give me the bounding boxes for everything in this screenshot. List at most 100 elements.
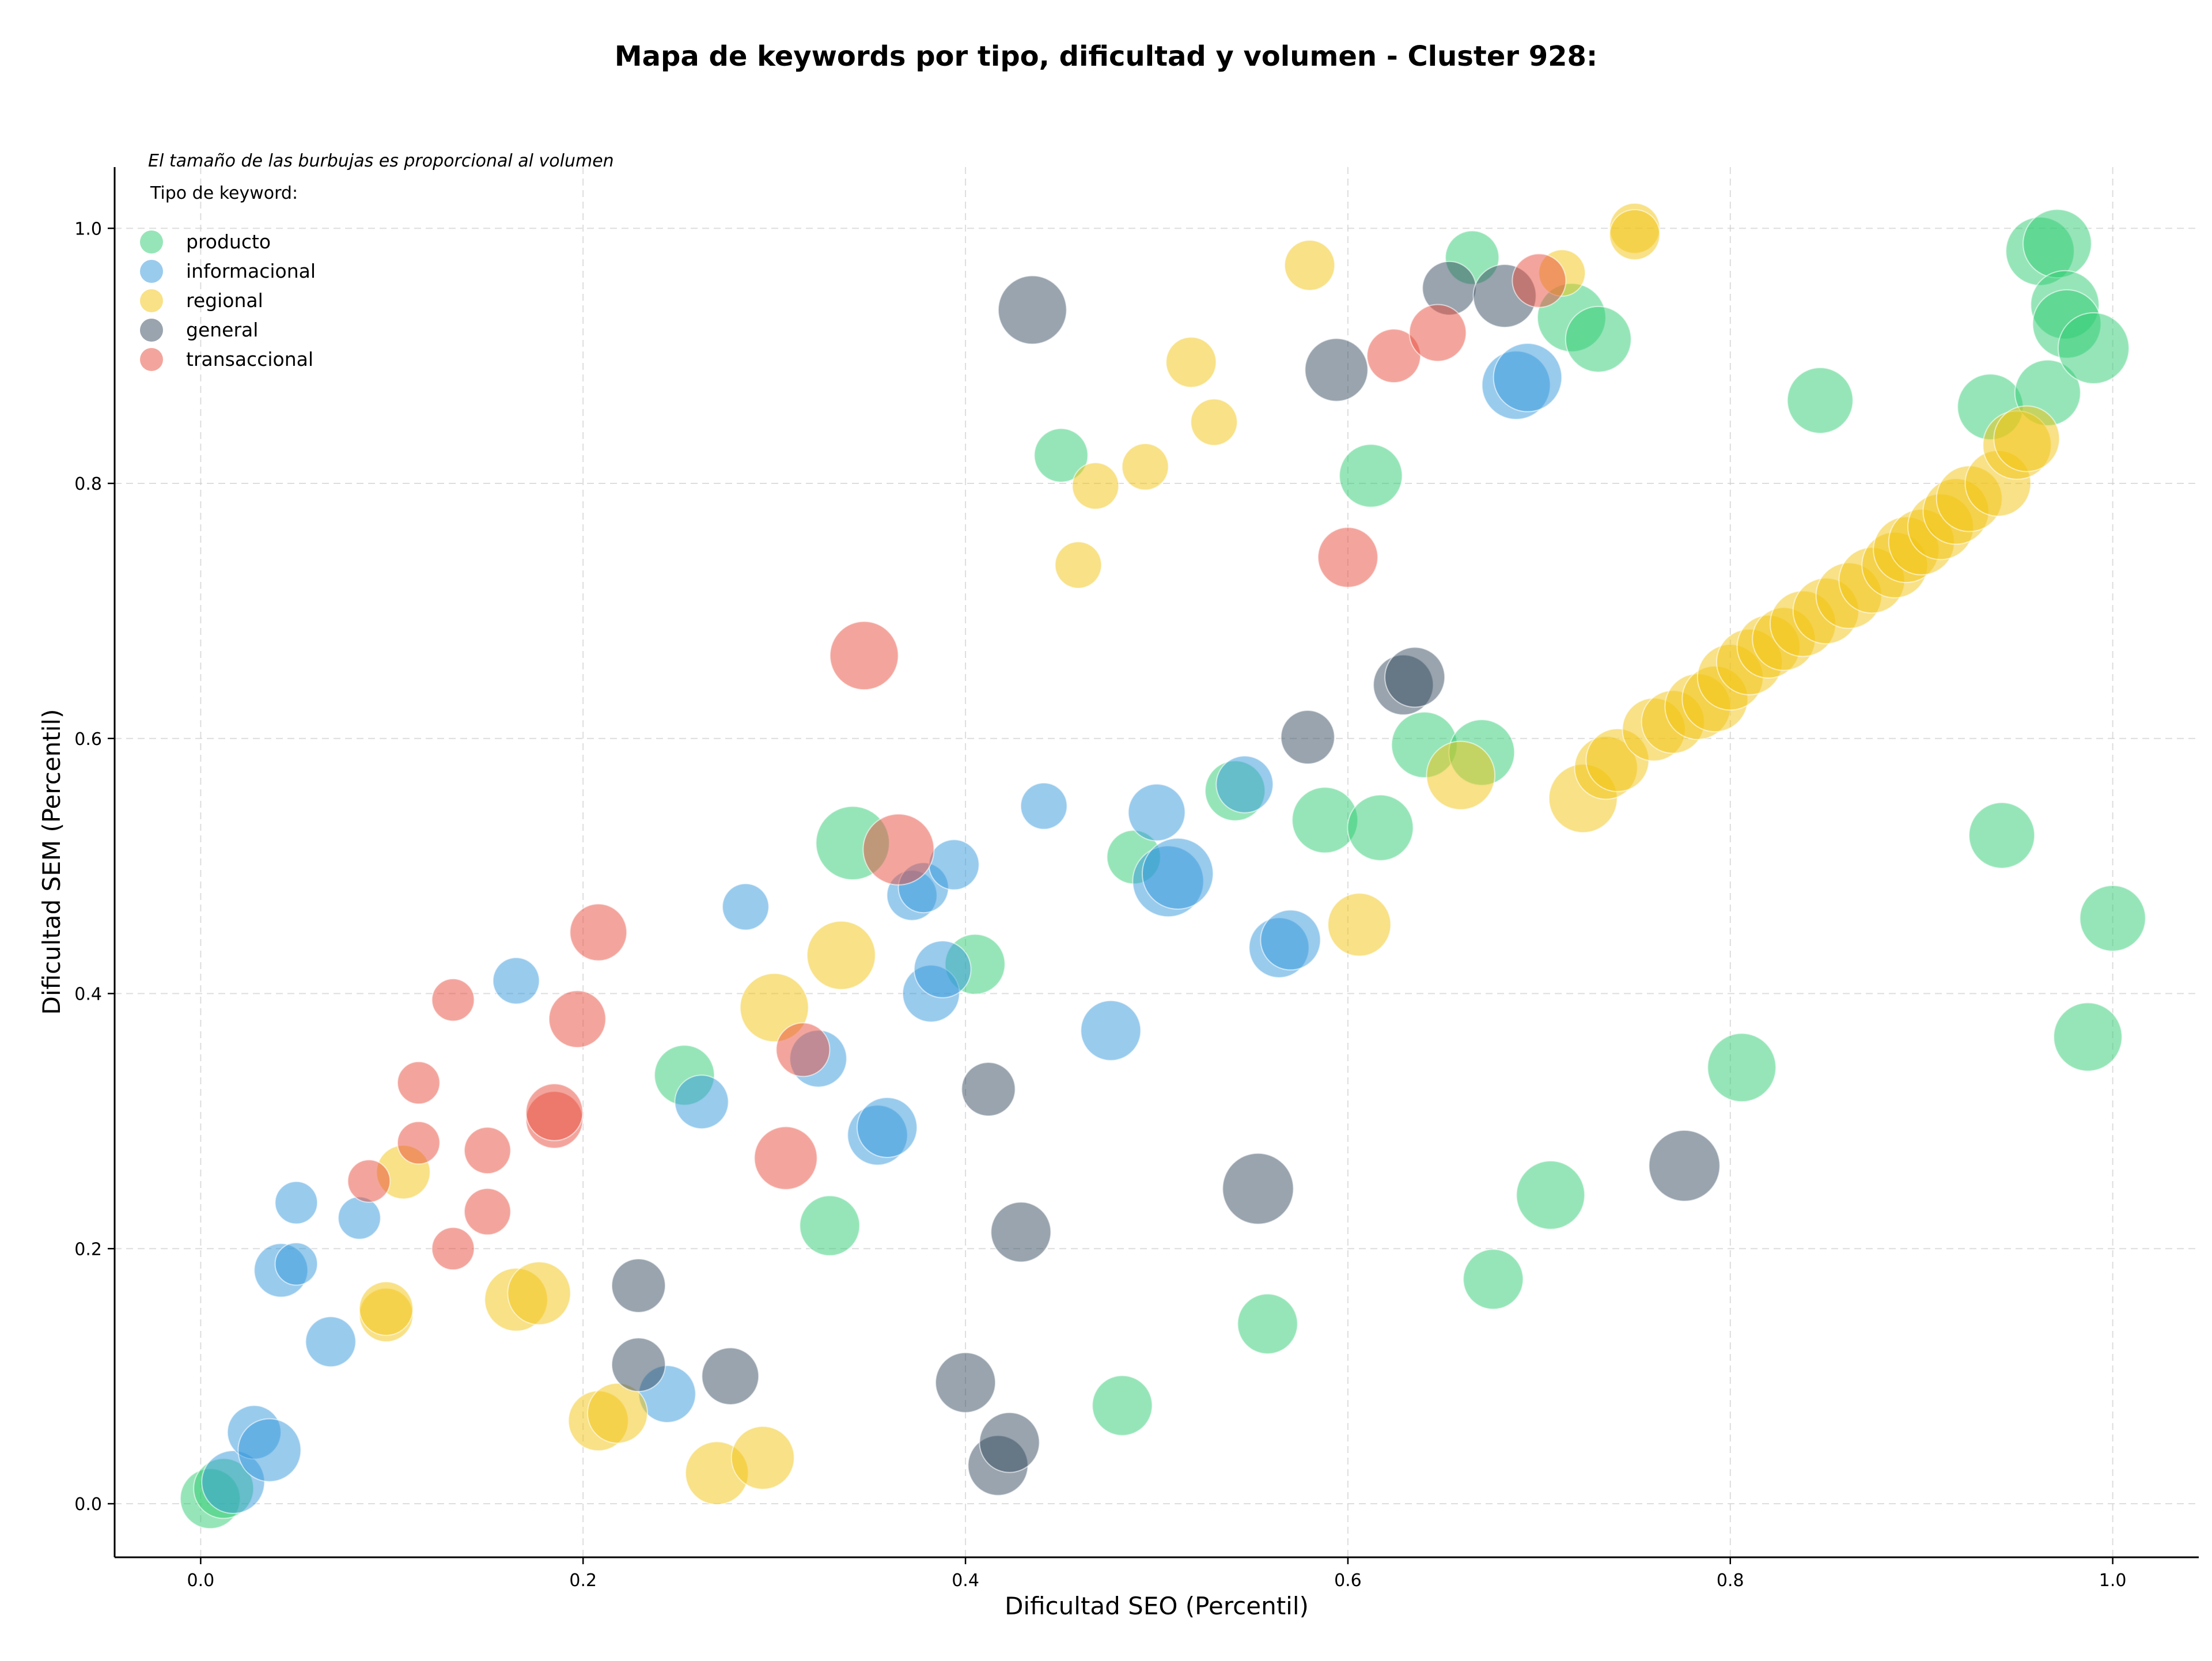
bubble-informacional xyxy=(274,1242,319,1286)
legend-marker-transaccional xyxy=(140,348,163,371)
bubble-producto xyxy=(799,1195,861,1257)
bubble-producto xyxy=(1237,1293,1298,1354)
bubble-informacional xyxy=(1141,837,1214,910)
bubble-informacional xyxy=(305,1316,357,1368)
legend: producto informacional regional general tran… xyxy=(140,230,316,371)
bubble-transaccional xyxy=(775,1022,831,1077)
x-tick-label: 0.8 xyxy=(1717,1571,1744,1591)
bubble-regional xyxy=(1190,398,1238,447)
bubble-producto xyxy=(2053,1002,2123,1072)
bubble-transaccional xyxy=(431,1227,475,1271)
bubble-informacional xyxy=(1127,783,1186,842)
bubble-informacional xyxy=(913,940,972,998)
x-tick-label: 0.6 xyxy=(1334,1571,1362,1591)
bubble-transaccional xyxy=(862,813,935,886)
legend-marker-regional xyxy=(140,289,163,312)
bubble-producto xyxy=(1707,1032,1777,1103)
bubble-informacional xyxy=(674,1074,729,1130)
bubble-general xyxy=(1280,710,1335,765)
bubble-regional xyxy=(1426,740,1496,811)
bubble-producto xyxy=(1516,1160,1586,1230)
bubble-transaccional xyxy=(1317,527,1378,588)
x-tick-label: 0.2 xyxy=(569,1571,597,1591)
bubble-informacional xyxy=(237,1418,302,1482)
bubble-regional xyxy=(806,920,876,990)
bubble-general xyxy=(1304,338,1369,402)
bubble-regional xyxy=(1993,405,2061,472)
y-axis-label: Dificultad SEM (Percentil) xyxy=(37,709,66,1015)
legend-marker-producto xyxy=(140,230,163,253)
bubble-regional xyxy=(507,1261,571,1326)
legend-label-producto: producto xyxy=(186,230,271,253)
bubble-transaccional xyxy=(569,903,628,962)
bubble-informacional xyxy=(338,1196,381,1240)
chart-title: Mapa de keywords por tipo, dificultad y … xyxy=(615,40,1597,73)
bubble-informacional xyxy=(492,957,540,1005)
legend-title: Tipo de keyword: xyxy=(150,183,298,203)
bubble-producto xyxy=(1347,794,1414,861)
bubble-producto xyxy=(1092,1375,1153,1436)
bubble-informacional xyxy=(856,1096,918,1158)
y-tick-label: 0.0 xyxy=(74,1494,102,1515)
bubble-transaccional xyxy=(463,1126,512,1175)
legend-label-informacional: informacional xyxy=(186,260,316,282)
series-general xyxy=(611,260,1721,1496)
bubble-regional xyxy=(586,1382,648,1444)
bubble-general xyxy=(979,1412,1040,1473)
y-tick-label: 0.4 xyxy=(74,985,102,1005)
bubble-size-note: El tamaño de las burbujas es proporciona… xyxy=(148,151,614,171)
bubble-producto xyxy=(1339,444,1403,508)
bubble-informacional xyxy=(1260,909,1321,971)
bubble-general xyxy=(961,1062,1016,1117)
bubble-general xyxy=(1222,1152,1294,1225)
axis-ticks: 0.0 0.2 0.4 0.6 0.8 1.0 0.0 0.2 0.4 0.6 0.8 1.0 xyxy=(74,219,2126,1591)
bubble-regional xyxy=(1121,442,1169,491)
bubble-regional xyxy=(739,973,809,1043)
bubble-regional xyxy=(1284,239,1336,291)
y-tick-label: 1.0 xyxy=(74,219,102,239)
legend-label-general: general xyxy=(186,319,258,341)
bubble-regional xyxy=(1609,209,1661,260)
bubble-general xyxy=(990,1201,1052,1263)
bubble-producto xyxy=(1565,305,1632,373)
bubble-informacional xyxy=(1493,342,1563,413)
bubble-general xyxy=(997,275,1067,345)
bubble-informacional xyxy=(1020,782,1068,830)
bubble-transaccional xyxy=(347,1159,391,1203)
bubble-producto xyxy=(1968,802,2036,869)
legend-marker-informacional xyxy=(140,260,163,283)
bubble-transaccional xyxy=(525,1083,584,1141)
x-tick-label: 1.0 xyxy=(2099,1571,2127,1591)
bubble-regional xyxy=(358,1281,414,1336)
bubble-transaccional xyxy=(753,1126,818,1190)
bubble-transaccional xyxy=(1512,253,1567,308)
bubble-transaccional xyxy=(431,978,475,1022)
bubble-producto xyxy=(1033,427,1089,483)
bubble-general xyxy=(701,1347,760,1405)
bubble-general xyxy=(611,1258,666,1313)
legend-label-transaccional: transaccional xyxy=(186,348,313,370)
bubble-informacional xyxy=(1080,1000,1142,1061)
bubble-regional xyxy=(1071,462,1120,510)
bubble-regional xyxy=(1054,541,1103,589)
bubble-transaccional xyxy=(548,990,607,1049)
y-tick-label: 0.8 xyxy=(74,474,102,494)
bubble-informacional xyxy=(274,1181,319,1225)
bubble-transaccional xyxy=(829,620,899,691)
x-tick-label: 0.4 xyxy=(952,1571,979,1591)
bubble-transaccional xyxy=(396,1061,441,1105)
legend-label-regional: regional xyxy=(186,289,263,312)
bubble-general xyxy=(1384,646,1446,708)
bubble-regional xyxy=(1165,336,1217,388)
bubble-informacional xyxy=(722,883,770,931)
bubble-general xyxy=(1648,1129,1721,1202)
series-regional xyxy=(358,202,2061,1505)
bubble-layer xyxy=(179,202,2146,1530)
y-tick-label: 0.6 xyxy=(74,729,102,750)
bubble-informacional xyxy=(1215,755,1274,814)
bubble-transaccional xyxy=(463,1187,512,1236)
series-transaccional xyxy=(347,253,1567,1271)
bubble-producto xyxy=(2022,209,2092,279)
bubble-producto xyxy=(2057,312,2130,384)
